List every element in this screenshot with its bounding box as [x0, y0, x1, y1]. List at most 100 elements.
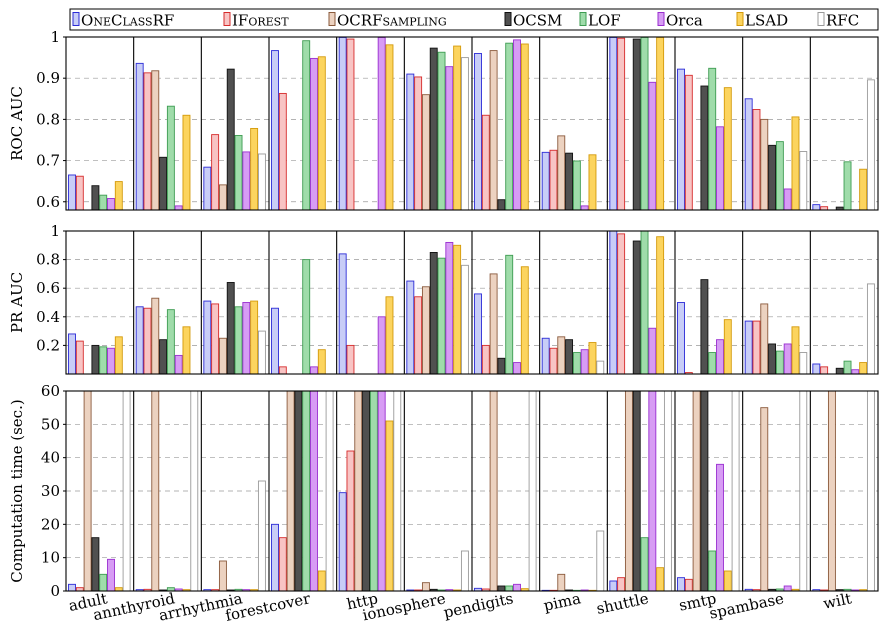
bar-pr-arrhythmia-ocsm	[226, 282, 235, 375]
bar-time-shuttle-ocrfsampling	[624, 390, 633, 592]
bar-pr-ionosphere-ocsm	[429, 251, 438, 375]
bar-roc-smtp-oneclassrf	[677, 68, 685, 211]
legend-item-ocsm: OCSM	[504, 12, 562, 30]
bar-pr-pima-ocrfsampling	[557, 336, 566, 375]
bar-time-adult-oneclassrf	[68, 583, 76, 592]
bar-pr-ionosphere-ocrfsampling	[421, 286, 430, 375]
bar-pr-forestcover-iforest	[278, 366, 287, 375]
bar-roc-spambase-orca	[783, 188, 792, 211]
bar-roc-forestcover-lof	[302, 40, 311, 211]
bar-pr-shuttle-orca	[648, 327, 657, 375]
bar-roc-annthyroid-orca	[174, 205, 183, 211]
bar-time-http-lsad	[385, 420, 394, 592]
bar-time-adult-ocrfsampling	[83, 390, 92, 592]
bar-group-shuttle	[609, 390, 672, 592]
bar-roc-adult-iforest	[75, 175, 84, 211]
bar-pr-spambase-lsad	[791, 326, 800, 375]
bar-group-annthyroid	[135, 297, 191, 375]
legend-label-lsad: LSAD	[745, 12, 788, 30]
bar-pr-annthyroid-lsad	[182, 326, 191, 375]
bar-roc-pendigits-ocrfsampling	[489, 50, 498, 211]
legend-swatch-ocsm	[504, 12, 512, 26]
legend-item-lsad: LSAD	[736, 12, 788, 30]
bar-time-pendigits-ocrfsampling	[489, 390, 498, 592]
bar-pr-ionosphere-lsad	[453, 244, 462, 375]
bar-pr-shuttle-lsad	[656, 236, 665, 375]
bar-time-shuttle-lsad	[656, 567, 665, 592]
bar-group-annthyroid	[135, 62, 191, 211]
bar-roc-pima-oneclassrf	[541, 151, 550, 211]
bar-roc-smtp-lof	[708, 67, 717, 211]
bar-pr-annthyroid-ocsm	[159, 339, 168, 375]
bar-pr-pima-lof	[572, 352, 581, 375]
bar-time-wilt-ocrfsampling	[827, 390, 836, 592]
bar-roc-shuttle-lsad	[656, 36, 665, 211]
bar-pr-wilt-lsad	[859, 362, 868, 375]
bar-roc-shuttle-orca	[648, 81, 657, 211]
bar-roc-wilt-rfc	[866, 79, 875, 211]
plot-frame	[65, 230, 879, 375]
bar-roc-spambase-iforest	[752, 109, 761, 211]
bar-pr-wilt-iforest	[820, 366, 829, 375]
bar-roc-ionosphere-ocrfsampling	[421, 94, 430, 211]
bar-group-forestcover	[271, 259, 326, 375]
bar-roc-shuttle-ocsm	[632, 38, 641, 211]
bar-roc-pendigits-lof	[505, 42, 514, 211]
bar-pr-spambase-orca	[783, 343, 792, 375]
bar-pr-pendigits-oneclassrf	[474, 293, 482, 375]
legend-label-ocsm: OCSM	[513, 12, 562, 30]
y-tick-label: 0.4	[36, 308, 60, 326]
bar-roc-pima-iforest	[549, 149, 558, 211]
bar-roc-smtp-iforest	[684, 74, 693, 211]
bar-time-smtp-lof	[708, 550, 717, 592]
bar-time-smtp-ocrfsampling	[692, 390, 701, 592]
legend-item-oneclassrf: ONECLASSRF	[72, 12, 174, 30]
bar-pr-shuttle-lof	[640, 230, 649, 375]
y-tick-label: 60	[41, 382, 60, 400]
legend-swatch-lsad	[736, 12, 744, 26]
bar-group-ionosphere	[406, 550, 469, 592]
bar-roc-arrhythmia-ocrfsampling	[218, 184, 227, 211]
bar-roc-forestcover-orca	[310, 57, 318, 211]
bar-time-spambase-ocrfsampling	[760, 407, 769, 592]
bar-pr-spambase-lof	[775, 350, 784, 375]
bar-pr-http-lsad	[385, 296, 394, 375]
bar-roc-smtp-ocsm	[700, 85, 709, 211]
y-tick-label: 10	[41, 549, 60, 567]
bar-roc-spambase-rfc	[799, 151, 808, 211]
bar-pr-http-iforest	[346, 344, 355, 375]
bar-time-shuttle-oneclassrf	[609, 580, 618, 592]
bar-pr-pendigits-ocrfsampling	[489, 273, 498, 375]
bar-roc-shuttle-lof	[640, 36, 649, 211]
bar-pr-smtp-lof	[708, 352, 717, 375]
bar-roc-http-lsad	[385, 44, 394, 211]
y-tick-label: 30	[41, 482, 60, 500]
bar-pr-pima-oneclassrf	[541, 337, 550, 375]
y-tick-label: 1	[50, 28, 60, 46]
bar-pr-pima-orca	[580, 349, 589, 375]
bar-time-http-lof	[369, 390, 378, 592]
bar-time-adult-lof	[99, 573, 108, 592]
bar-time-shuttle-ocsm	[632, 390, 641, 592]
bar-group-forestcover	[271, 40, 326, 211]
bar-roc-arrhythmia-lof	[234, 134, 243, 211]
legend-label-rfc: RFC	[826, 12, 859, 30]
bar-time-wilt-rfc	[866, 390, 875, 592]
bar-group-arrhythmia	[203, 68, 266, 211]
legend-item-rfc: RFC	[817, 12, 859, 30]
bar-time-pendigits-rfc	[528, 390, 537, 592]
bar-pr-arrhythmia-lof	[234, 306, 243, 375]
legend-label-ocrfsampling: OCRFSAMPLING	[337, 12, 447, 30]
bar-roc-smtp-lsad	[723, 87, 732, 211]
bar-time-pendigits-orca	[513, 583, 521, 592]
bar-pr-spambase-ocsm	[768, 343, 777, 375]
bar-time-forestcover-ocsm	[294, 390, 303, 592]
legend-box	[69, 8, 879, 31]
panel-roc: 0.6 0.7 0.8 0.9 1 ROC AUC	[8, 28, 879, 211]
bar-time-shuttle-lof	[640, 537, 649, 592]
bar-pr-arrhythmia-oneclassrf	[203, 300, 212, 375]
bar-time-forestcover-lsad	[317, 570, 326, 592]
y-axis-label-roc: ROC AUC	[8, 86, 26, 161]
bar-time-forestcover-orca	[310, 390, 318, 592]
bar-roc-adult-oneclassrf	[68, 174, 76, 211]
